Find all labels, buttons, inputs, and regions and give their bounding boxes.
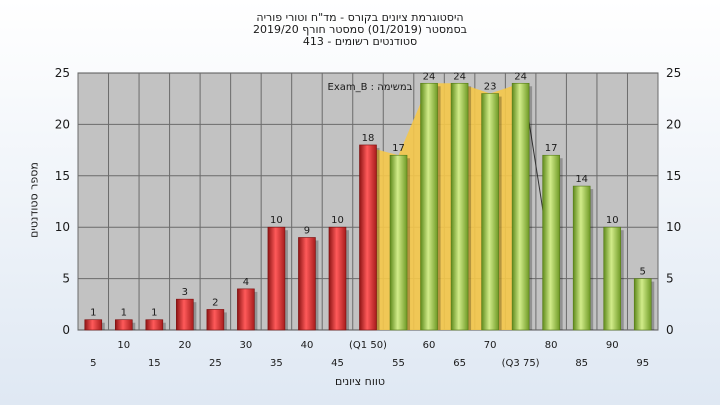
bar-value-label: 9 [304, 225, 310, 236]
bar-value-label: 24 [423, 71, 436, 82]
x-tick-label: 65 [453, 358, 466, 369]
histogram-bar [237, 288, 255, 331]
chart-subtitle-registered: סטודנטים רשומים - 413 [302, 35, 418, 48]
histogram-bar [633, 278, 652, 331]
histogram-bar [267, 226, 286, 331]
y-tick-label-right: 15 [666, 169, 681, 183]
x-tick-label: 95 [636, 358, 649, 369]
histogram-bar [359, 144, 377, 331]
bar-value-label: 24 [453, 71, 466, 82]
x-tick-label: 80 [545, 340, 558, 351]
bar-value-label: 17 [545, 143, 558, 154]
histogram-bar [145, 319, 164, 331]
y-tick-label-left: 20 [55, 117, 70, 131]
x-tick-label: 5 [90, 358, 96, 369]
y-tick-label-right: 0 [666, 323, 674, 337]
bar-value-label: 10 [331, 215, 344, 226]
bar-value-label: 18 [362, 133, 375, 144]
histogram-bar [450, 82, 469, 331]
histogram-bar [206, 309, 225, 331]
x-tick-label: 55 [392, 358, 405, 369]
bar-value-label: 1 [151, 308, 157, 319]
histogram-bar [420, 82, 438, 331]
bar-value-label: 10 [606, 215, 619, 226]
chart-title: היסטוגרמת ציונים בקורס - מד"ח וטורי פורי… [256, 11, 464, 24]
bar-value-label: 3 [182, 287, 188, 298]
x-tick-label: 60 [423, 340, 436, 351]
chart-subtitle-semester: בסמסטר (01/2019) סמסטר חורף 2019/20 [253, 23, 467, 36]
x-tick-label: 90 [606, 340, 619, 351]
y-tick-label-left: 25 [55, 66, 70, 80]
x-tick-label: 20 [178, 340, 191, 351]
bar-value-label: 1 [90, 308, 96, 319]
bar-value-label: 17 [392, 143, 405, 154]
histogram-bar [114, 319, 133, 331]
x-tick-label: 70 [484, 340, 497, 351]
histogram-bar [542, 154, 560, 331]
y-tick-label-right: 10 [666, 220, 681, 234]
histogram-bar [481, 93, 499, 331]
histogram-bar [298, 237, 316, 331]
x-tick-label: 40 [301, 340, 314, 351]
histogram-bar [328, 226, 347, 331]
histogram-bar [389, 154, 408, 331]
y-tick-label-left: 10 [55, 220, 70, 234]
y-tick-label-left: 5 [62, 272, 70, 286]
bar-value-label: 14 [575, 174, 588, 185]
y-tick-label-right: 5 [666, 272, 674, 286]
y-tick-label-left: 15 [55, 169, 70, 183]
y-tick-label-left: 0 [62, 323, 70, 337]
x-axis-label: טווח ציונים [335, 375, 385, 388]
exam-annotation: Exam_B : במשימה [328, 82, 413, 93]
x-tick-label: 10 [117, 340, 130, 351]
bar-value-label: 1 [121, 308, 127, 319]
histogram-bar [511, 82, 530, 331]
x-tick-label: 45 [331, 358, 344, 369]
histogram-bar [603, 226, 622, 331]
histogram-bar [572, 185, 591, 331]
x-tick-label: (Q1 50) [349, 340, 387, 351]
x-tick-label: 30 [240, 340, 253, 351]
y-tick-label-right: 20 [666, 117, 681, 131]
bar-value-label: 2 [212, 297, 218, 308]
bar-value-label: 24 [514, 71, 527, 82]
bar-value-label: 23 [484, 82, 497, 93]
histogram-bar [84, 319, 103, 331]
x-tick-label: 85 [575, 358, 588, 369]
x-tick-label: (Q3 75) [502, 358, 540, 369]
bar-value-label: 10 [270, 215, 283, 226]
histogram-bar [176, 298, 194, 331]
x-tick-label: 15 [148, 358, 161, 369]
x-tick-label: 25 [209, 358, 222, 369]
x-tick-label: 35 [270, 358, 283, 369]
bar-value-label: 4 [243, 277, 249, 288]
y-tick-label-right: 25 [666, 66, 681, 80]
bar-value-label: 5 [640, 267, 646, 278]
